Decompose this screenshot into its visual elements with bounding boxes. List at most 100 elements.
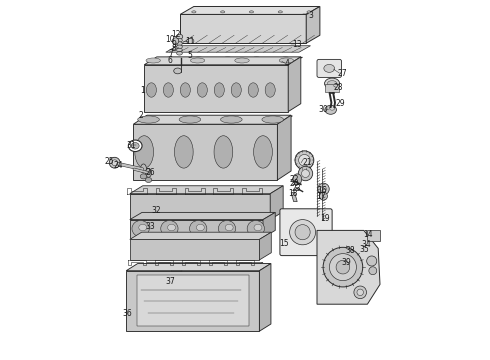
Ellipse shape	[181, 116, 200, 121]
Ellipse shape	[163, 83, 173, 97]
Polygon shape	[133, 124, 277, 180]
Polygon shape	[130, 232, 271, 239]
Text: 37: 37	[165, 277, 175, 286]
Ellipse shape	[194, 57, 204, 61]
Text: 13: 13	[293, 40, 302, 49]
Ellipse shape	[112, 160, 118, 166]
Ellipse shape	[131, 143, 139, 149]
Text: 31: 31	[126, 141, 136, 150]
Text: 8: 8	[172, 45, 176, 54]
Ellipse shape	[140, 174, 147, 179]
Polygon shape	[159, 57, 303, 63]
Ellipse shape	[214, 136, 233, 168]
FancyBboxPatch shape	[280, 209, 332, 256]
Polygon shape	[144, 65, 288, 112]
Polygon shape	[130, 212, 275, 220]
Text: 9: 9	[172, 40, 176, 49]
Ellipse shape	[336, 260, 350, 274]
Text: 15: 15	[279, 239, 288, 248]
Ellipse shape	[319, 192, 327, 200]
Ellipse shape	[251, 57, 262, 61]
Text: 39: 39	[342, 258, 351, 266]
Ellipse shape	[140, 116, 158, 121]
Ellipse shape	[354, 286, 367, 299]
Polygon shape	[144, 57, 301, 65]
Polygon shape	[133, 115, 291, 124]
FancyBboxPatch shape	[317, 59, 342, 77]
Polygon shape	[270, 186, 283, 220]
Ellipse shape	[176, 39, 182, 42]
Ellipse shape	[298, 166, 313, 181]
Ellipse shape	[171, 266, 182, 274]
Ellipse shape	[290, 220, 316, 245]
Ellipse shape	[357, 289, 364, 296]
Ellipse shape	[318, 183, 329, 195]
Ellipse shape	[176, 34, 183, 39]
Ellipse shape	[174, 68, 182, 74]
Ellipse shape	[225, 224, 233, 231]
Text: 17: 17	[316, 192, 325, 201]
Ellipse shape	[320, 186, 326, 192]
Ellipse shape	[191, 58, 205, 63]
Ellipse shape	[369, 267, 377, 275]
Ellipse shape	[161, 220, 178, 237]
Ellipse shape	[298, 154, 310, 166]
Polygon shape	[137, 262, 263, 268]
Ellipse shape	[176, 48, 182, 52]
Ellipse shape	[324, 78, 340, 89]
Text: 29: 29	[336, 99, 345, 108]
Ellipse shape	[279, 58, 294, 63]
Text: 33: 33	[146, 222, 155, 231]
Ellipse shape	[146, 58, 160, 63]
Text: 26: 26	[146, 168, 155, 177]
Ellipse shape	[128, 140, 142, 152]
Polygon shape	[325, 84, 339, 92]
Ellipse shape	[176, 51, 182, 55]
Text: 3: 3	[308, 12, 313, 21]
Polygon shape	[277, 115, 291, 180]
Ellipse shape	[325, 105, 337, 114]
Text: 1: 1	[141, 86, 145, 95]
Text: 14: 14	[363, 230, 373, 239]
Ellipse shape	[141, 164, 147, 173]
Polygon shape	[317, 230, 380, 304]
Text: 10: 10	[165, 36, 175, 45]
Ellipse shape	[192, 11, 196, 13]
Ellipse shape	[295, 151, 314, 170]
Ellipse shape	[222, 57, 233, 61]
Ellipse shape	[367, 256, 377, 266]
Text: 18: 18	[288, 189, 297, 198]
Ellipse shape	[280, 57, 291, 61]
Text: 23: 23	[292, 184, 301, 193]
Text: 21: 21	[302, 158, 312, 167]
Ellipse shape	[231, 83, 241, 97]
Ellipse shape	[139, 224, 147, 231]
Text: 25: 25	[104, 157, 114, 166]
Polygon shape	[259, 264, 271, 331]
Text: 27: 27	[338, 69, 347, 78]
Ellipse shape	[168, 224, 175, 231]
Ellipse shape	[265, 83, 275, 97]
Polygon shape	[137, 116, 293, 122]
Ellipse shape	[196, 224, 204, 231]
Ellipse shape	[301, 170, 310, 177]
Ellipse shape	[220, 116, 242, 123]
Ellipse shape	[190, 220, 207, 237]
Text: 32: 32	[151, 206, 161, 215]
Text: 34: 34	[362, 240, 371, 248]
Ellipse shape	[327, 81, 337, 86]
Polygon shape	[291, 193, 297, 202]
Ellipse shape	[278, 11, 282, 13]
Ellipse shape	[324, 64, 335, 72]
Text: 7: 7	[169, 49, 173, 58]
Text: 22: 22	[290, 175, 299, 184]
Polygon shape	[130, 220, 263, 238]
Text: 6: 6	[168, 56, 172, 65]
Ellipse shape	[307, 11, 311, 13]
Ellipse shape	[249, 11, 254, 13]
Ellipse shape	[172, 38, 179, 44]
Polygon shape	[306, 6, 320, 43]
Polygon shape	[126, 271, 259, 331]
Ellipse shape	[138, 116, 159, 123]
Ellipse shape	[220, 11, 225, 13]
